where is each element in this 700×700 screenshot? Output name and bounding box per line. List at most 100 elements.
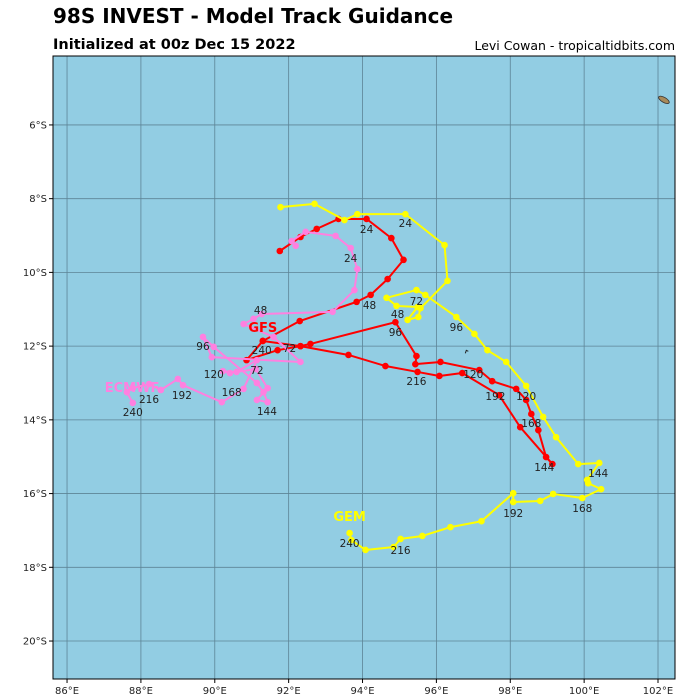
track-point: [441, 241, 448, 249]
track-point: [542, 453, 550, 461]
forecast-hour-label: 192: [503, 508, 523, 520]
forecast-hour-label: 120: [516, 391, 536, 403]
track-point: [414, 313, 422, 321]
track-point: [174, 375, 182, 383]
track-point: [536, 497, 544, 505]
page-title: 98S INVEST - Model Track Guidance: [53, 4, 454, 28]
track-point: [351, 286, 358, 294]
forecast-hour-label: 144: [257, 406, 277, 418]
track-point: [419, 532, 426, 540]
track-point: [233, 368, 240, 376]
land-features: [464, 95, 670, 354]
track-point: [595, 459, 603, 467]
model-label-ecmwf: ECMWF: [105, 381, 160, 396]
forecast-hour-label: 216: [406, 376, 426, 388]
track-point: [302, 228, 309, 236]
track-gem: [277, 200, 605, 554]
track-point: [354, 210, 361, 218]
track-point: [488, 377, 496, 385]
track-point: [584, 479, 592, 487]
track-point: [388, 234, 395, 242]
track-point: [522, 396, 530, 404]
track-point: [297, 342, 304, 350]
lat-tick-label: 6°S: [29, 120, 47, 131]
track-point: [260, 388, 267, 396]
forecast-hour-label: 48: [254, 305, 267, 317]
forecast-hour-label: 216: [391, 545, 411, 557]
lat-tick-label: 20°S: [23, 637, 47, 648]
init-time: Initialized at 00z Dec 15 2022: [53, 37, 296, 53]
track-point: [258, 310, 265, 318]
track-point: [226, 369, 234, 377]
track-point: [535, 426, 542, 434]
track-point: [414, 368, 421, 376]
track-point: [179, 381, 187, 389]
track-point: [384, 275, 391, 283]
track-point: [549, 460, 556, 468]
track-point: [277, 203, 284, 211]
track-point: [453, 313, 460, 321]
track-ecmwf: [123, 228, 361, 407]
track-point: [157, 386, 165, 394]
track-point: [402, 210, 409, 218]
lon-tick-label: 90°E: [203, 686, 227, 697]
axis-ticks: 86°E 88°E 90°E 92°E 94°E 96°E 98°E 100°E 102°E 6°…: [23, 120, 673, 697]
track-point: [253, 396, 261, 404]
forecast-hour-label: 168: [521, 418, 541, 430]
lon-tick-label: 98°E: [498, 686, 522, 697]
forecast-hour-label: 168: [572, 503, 592, 515]
lat-tick-label: 8°S: [29, 194, 47, 205]
track-point: [484, 346, 491, 354]
forecast-hour-label: 72: [250, 365, 263, 377]
track-point: [400, 256, 407, 264]
track-point: [367, 291, 374, 299]
track-point: [509, 498, 517, 506]
model-label-gem: GEM: [333, 510, 366, 525]
track-point: [307, 340, 314, 348]
lon-tick-label: 102°E: [643, 686, 673, 697]
track-point: [259, 337, 267, 345]
track-point: [397, 535, 404, 543]
track-point: [123, 388, 131, 396]
forecast-hour-label: 216: [139, 394, 159, 406]
forecast-hour-label: 120: [204, 369, 224, 381]
track-point: [458, 369, 466, 377]
forecast-hour-label: 240: [252, 345, 272, 357]
track-point: [509, 489, 517, 497]
forecast-hour-label: 144: [534, 462, 554, 474]
track-point: [218, 398, 226, 406]
track-point: [276, 247, 284, 255]
forecast-hour-label: 240: [123, 407, 143, 419]
track-point: [471, 330, 478, 338]
track-point: [274, 346, 281, 354]
lat-tick-label: 12°S: [23, 342, 47, 353]
track-point: [447, 523, 454, 531]
track-point: [145, 380, 153, 388]
track-point: [240, 320, 247, 328]
forecast-hour-label: 24: [344, 253, 358, 265]
track-point: [413, 352, 420, 360]
map-frame: [52, 55, 676, 680]
track-gfs: [243, 215, 556, 468]
track-point: [552, 433, 560, 441]
track-point: [296, 317, 304, 325]
forecast-hour-label: 48: [363, 300, 376, 312]
forecast-hour-label: 24: [360, 224, 374, 236]
lon-tick-label: 92°E: [277, 686, 301, 697]
track-point: [516, 423, 524, 431]
track-point: [597, 485, 605, 493]
track-point: [240, 385, 247, 393]
lon-tick-label: 88°E: [129, 686, 153, 697]
track-point: [404, 316, 411, 324]
forecast-hour-label: 48: [391, 309, 404, 321]
forecast-hour-label: 192: [485, 391, 505, 403]
island: [658, 95, 670, 104]
model-tracks: [123, 200, 605, 554]
track-point: [363, 215, 370, 223]
track-point: [528, 410, 535, 418]
track-point: [382, 362, 389, 370]
track-point: [522, 382, 530, 390]
track-point: [208, 353, 216, 361]
forecast-hour-label: 96: [196, 341, 210, 353]
track-point: [345, 351, 352, 359]
